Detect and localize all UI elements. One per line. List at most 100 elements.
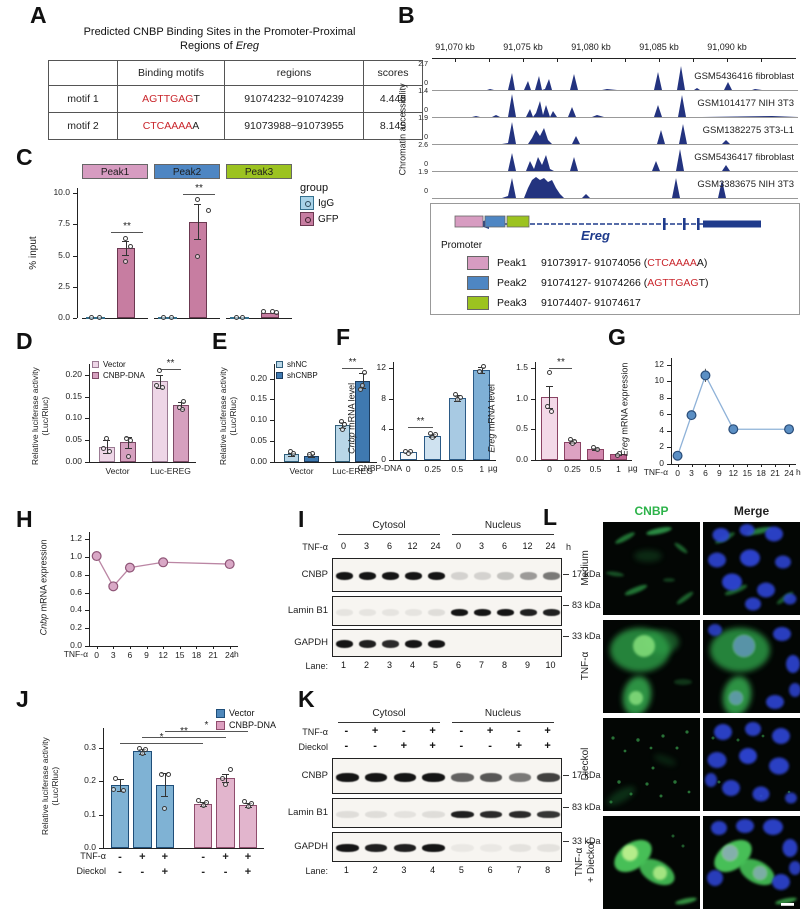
panel-e-legend: shNC shCNBP [276, 360, 318, 380]
y-tick-label: 5.0 [58, 249, 70, 260]
data-point [546, 369, 552, 375]
track-baseline [432, 171, 798, 172]
peak-name: Peak3 [497, 297, 527, 309]
error-cap [103, 440, 111, 442]
error-cap [138, 749, 146, 750]
x-label: Vector [289, 466, 314, 476]
legend-item-vector: Vector [92, 360, 145, 369]
protein-band [479, 810, 503, 818]
dieckol-sign: + [400, 740, 408, 752]
k-dieckol-signs: - - + + - - + + [332, 740, 562, 752]
lane-number: 6 [455, 660, 461, 670]
k-nucleus-underline [452, 722, 554, 723]
sig-stars: ** [348, 357, 357, 369]
cnbp-timecourse-chart: 0.0 0.2 0.4 0.6 0.8 1.0 1.2 0 3 6 9 12 15 18 21 24 [56, 522, 246, 672]
protein-band [422, 772, 445, 782]
error-cap [222, 773, 230, 775]
x-label: Vector [105, 466, 130, 476]
error-bar [125, 241, 127, 255]
timepoint: 3 [363, 541, 369, 551]
protein-band [508, 810, 532, 818]
ruler-tick [523, 58, 524, 62]
y-tick [73, 286, 77, 288]
lane-number: 9 [524, 660, 530, 670]
y-tick-label: 12 [376, 362, 386, 373]
x-label: 1 [479, 464, 485, 474]
data-point [111, 787, 117, 793]
ereg-mrna-chart: 0.0 0.5 1.0 1.5 0 0.25 0.5 1 ** [508, 354, 636, 486]
dieckol-sign: - [459, 740, 464, 752]
y-tick-label: 6 [659, 408, 664, 419]
error-cap [122, 241, 130, 243]
data-point [454, 397, 460, 403]
panel-a-title-line2: Regions of [180, 39, 233, 52]
ereg-timecourse-chart: 0 2 4 6 8 10 12 0 3 6 9 12 15 18 21 24 [642, 348, 804, 490]
bar [120, 442, 137, 462]
error-bar [362, 373, 364, 389]
protein-band [404, 572, 423, 580]
dieckol-sign: - [344, 740, 349, 752]
error-cap [545, 407, 553, 409]
protein-band [519, 608, 538, 616]
protein-band [404, 608, 423, 616]
lane-number: 2 [363, 660, 369, 670]
data-point [341, 421, 347, 427]
tnf-sign: + [544, 725, 551, 737]
protein-band [381, 572, 400, 580]
panel-e-label: E [212, 328, 228, 354]
data-point [180, 398, 186, 404]
protein-band [479, 772, 503, 782]
y-tick [531, 368, 535, 370]
protein-band [335, 572, 354, 580]
y-tick [667, 430, 671, 432]
y-axis [77, 188, 78, 318]
error-cap [122, 254, 130, 256]
motif2-seq: CTCAAAAA [117, 112, 225, 140]
genome-track: GSM5436417 fibroblast [432, 145, 798, 172]
i-cnbp-blot [332, 558, 562, 592]
sig-line [342, 368, 363, 370]
k-cytosol-underline [338, 722, 440, 723]
j-tnf-label: TNF-α [80, 851, 106, 861]
ereg-gene-label: Ereg [581, 228, 610, 243]
data-point [569, 440, 575, 446]
treatment-sign: + [161, 851, 169, 863]
y-tick [85, 556, 89, 558]
l-row-medium-label: Medium [580, 550, 591, 586]
protein-band [364, 844, 388, 852]
lane-number: 5 [458, 865, 464, 875]
lane-number: 1 [343, 865, 349, 875]
panel-a-title-gene: Ereg [235, 39, 259, 52]
y-tick [270, 462, 274, 463]
y-axis [89, 532, 90, 646]
protein-band [422, 810, 445, 818]
x-label: 1 [616, 464, 621, 474]
x-axis [103, 848, 264, 849]
sig-line [159, 369, 182, 371]
y-tick-label: 0.10 [65, 412, 82, 423]
i-gapdh-label: GAPDH [294, 637, 328, 648]
x-tick-label: 15 [742, 468, 752, 478]
y-tick-label: 12 [654, 358, 664, 369]
x-label: 0 [547, 464, 552, 474]
timepoint: 12 [522, 541, 533, 551]
y-tick-label: 0.0 [84, 842, 96, 852]
treatment-sign: - [223, 866, 228, 878]
peak-legend-row: Peak2 91074127- 91074266 (AGTTGAGT) [467, 276, 709, 290]
i-lane-label: Lane: [305, 661, 328, 671]
y-tick-label: 1.0 [70, 550, 82, 561]
bar [152, 381, 168, 462]
y-tick [667, 414, 671, 416]
data-point [195, 196, 201, 202]
y-tick-label: 0 [381, 454, 386, 464]
error-cap [156, 374, 164, 376]
peak-legend-row: Peak3 91074407- 91074617 [467, 296, 709, 310]
genome-track: GSM1014177 NIH 3T3 [432, 91, 798, 118]
x-tick-label: 0 [94, 650, 99, 660]
i-timepoints: 0 3 6 12 24 0 3 6 12 24 [332, 541, 562, 551]
binding-sites-table: Binding motifs regions scores motif 1 AG… [48, 60, 423, 140]
y-tick-label: 0.20 [65, 368, 82, 379]
x-tick [113, 646, 115, 649]
protein-band [364, 810, 388, 818]
k-cnbp-blot [332, 758, 562, 794]
